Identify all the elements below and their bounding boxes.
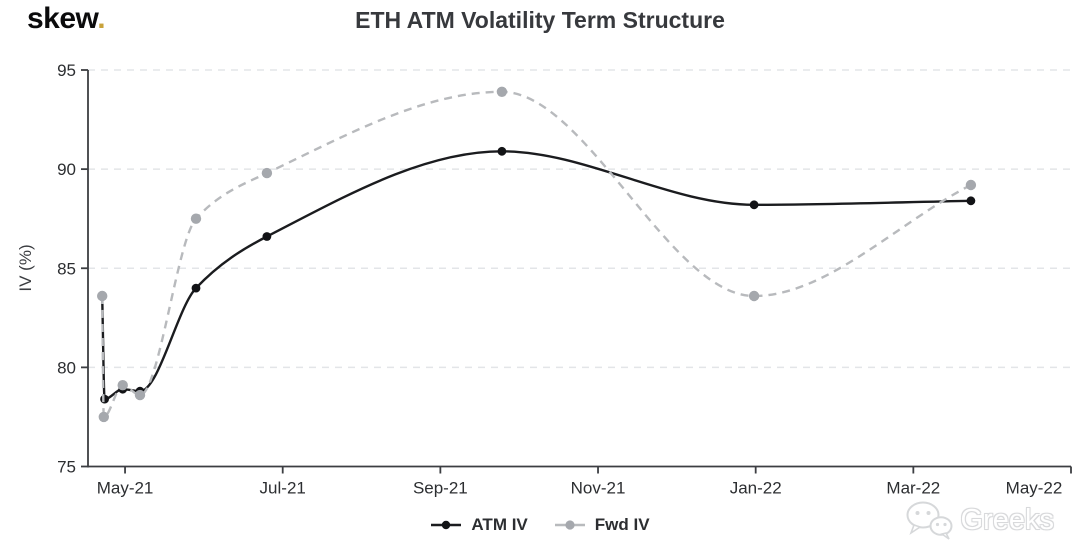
y-axis-title: IV (%) (16, 244, 35, 291)
skew-logo: skew. (27, 2, 106, 36)
atm-iv-marker-1 (100, 394, 109, 404)
x-tick-label-Jan-22: Jan-22 (730, 479, 782, 498)
wechat-icon (906, 501, 953, 540)
fwd-iv-marker-0 (97, 290, 108, 302)
watermark-text: Greeks (960, 503, 1054, 536)
fwd-iv-marker-7 (748, 290, 760, 302)
fwd-iv-legend-marker-icon (554, 520, 585, 530)
fwd-iv-line (101, 90, 972, 419)
fwd-iv-marker-5 (261, 167, 273, 179)
fwd-iv-marker-6 (496, 86, 508, 98)
legend-item-atm-iv[interactable]: ATM IV (430, 515, 528, 535)
fwd-iv-marker-2 (117, 380, 128, 391)
y-tick-label-80: 80 (57, 358, 76, 377)
x-tick-label-Mar-22: Mar-22 (886, 479, 940, 498)
y-tick-label-95: 95 (57, 61, 76, 80)
fwd-iv-marker-3 (134, 389, 146, 401)
atm-iv-marker-5 (262, 232, 272, 241)
y-tick-label-85: 85 (57, 259, 76, 278)
atm-iv-legend-marker-icon (431, 520, 462, 530)
atm-iv-line (101, 150, 971, 401)
legend-label-fwd-iv: Fwd IV (594, 515, 650, 534)
chart-legend: ATM IV Fwd IV (0, 511, 1080, 539)
atm-iv-marker-6 (497, 146, 507, 156)
skew-logo-dot: . (97, 2, 106, 35)
x-tick-label-May-22: May-22 (1006, 479, 1063, 498)
x-tick-label-May-21: May-21 (97, 479, 154, 498)
x-tick-label-Nov-21: Nov-21 (571, 479, 626, 498)
atm-iv-marker-7 (749, 200, 759, 210)
atm-iv-marker-4 (191, 283, 201, 293)
fwd-iv-marker-1 (98, 411, 110, 423)
chart-title: ETH ATM Volatility Term Structure (355, 7, 725, 33)
y-tick-label-75: 75 (57, 458, 76, 477)
legend-label-atm-iv: ATM IV (471, 515, 528, 534)
atm-iv-marker-8 (966, 196, 976, 206)
greeks-watermark: Greeks (904, 500, 1054, 540)
skew-logo-text: skew (27, 2, 98, 35)
x-tick-label-Jul-21: Jul-21 (260, 479, 306, 498)
fwd-iv-marker-4 (190, 213, 202, 224)
y-tick-label-90: 90 (57, 160, 76, 179)
fwd-iv-marker-8 (965, 179, 977, 191)
legend-item-fwd-iv[interactable]: Fwd IV (554, 515, 650, 535)
x-tick-label-Sep-21: Sep-21 (413, 479, 468, 498)
